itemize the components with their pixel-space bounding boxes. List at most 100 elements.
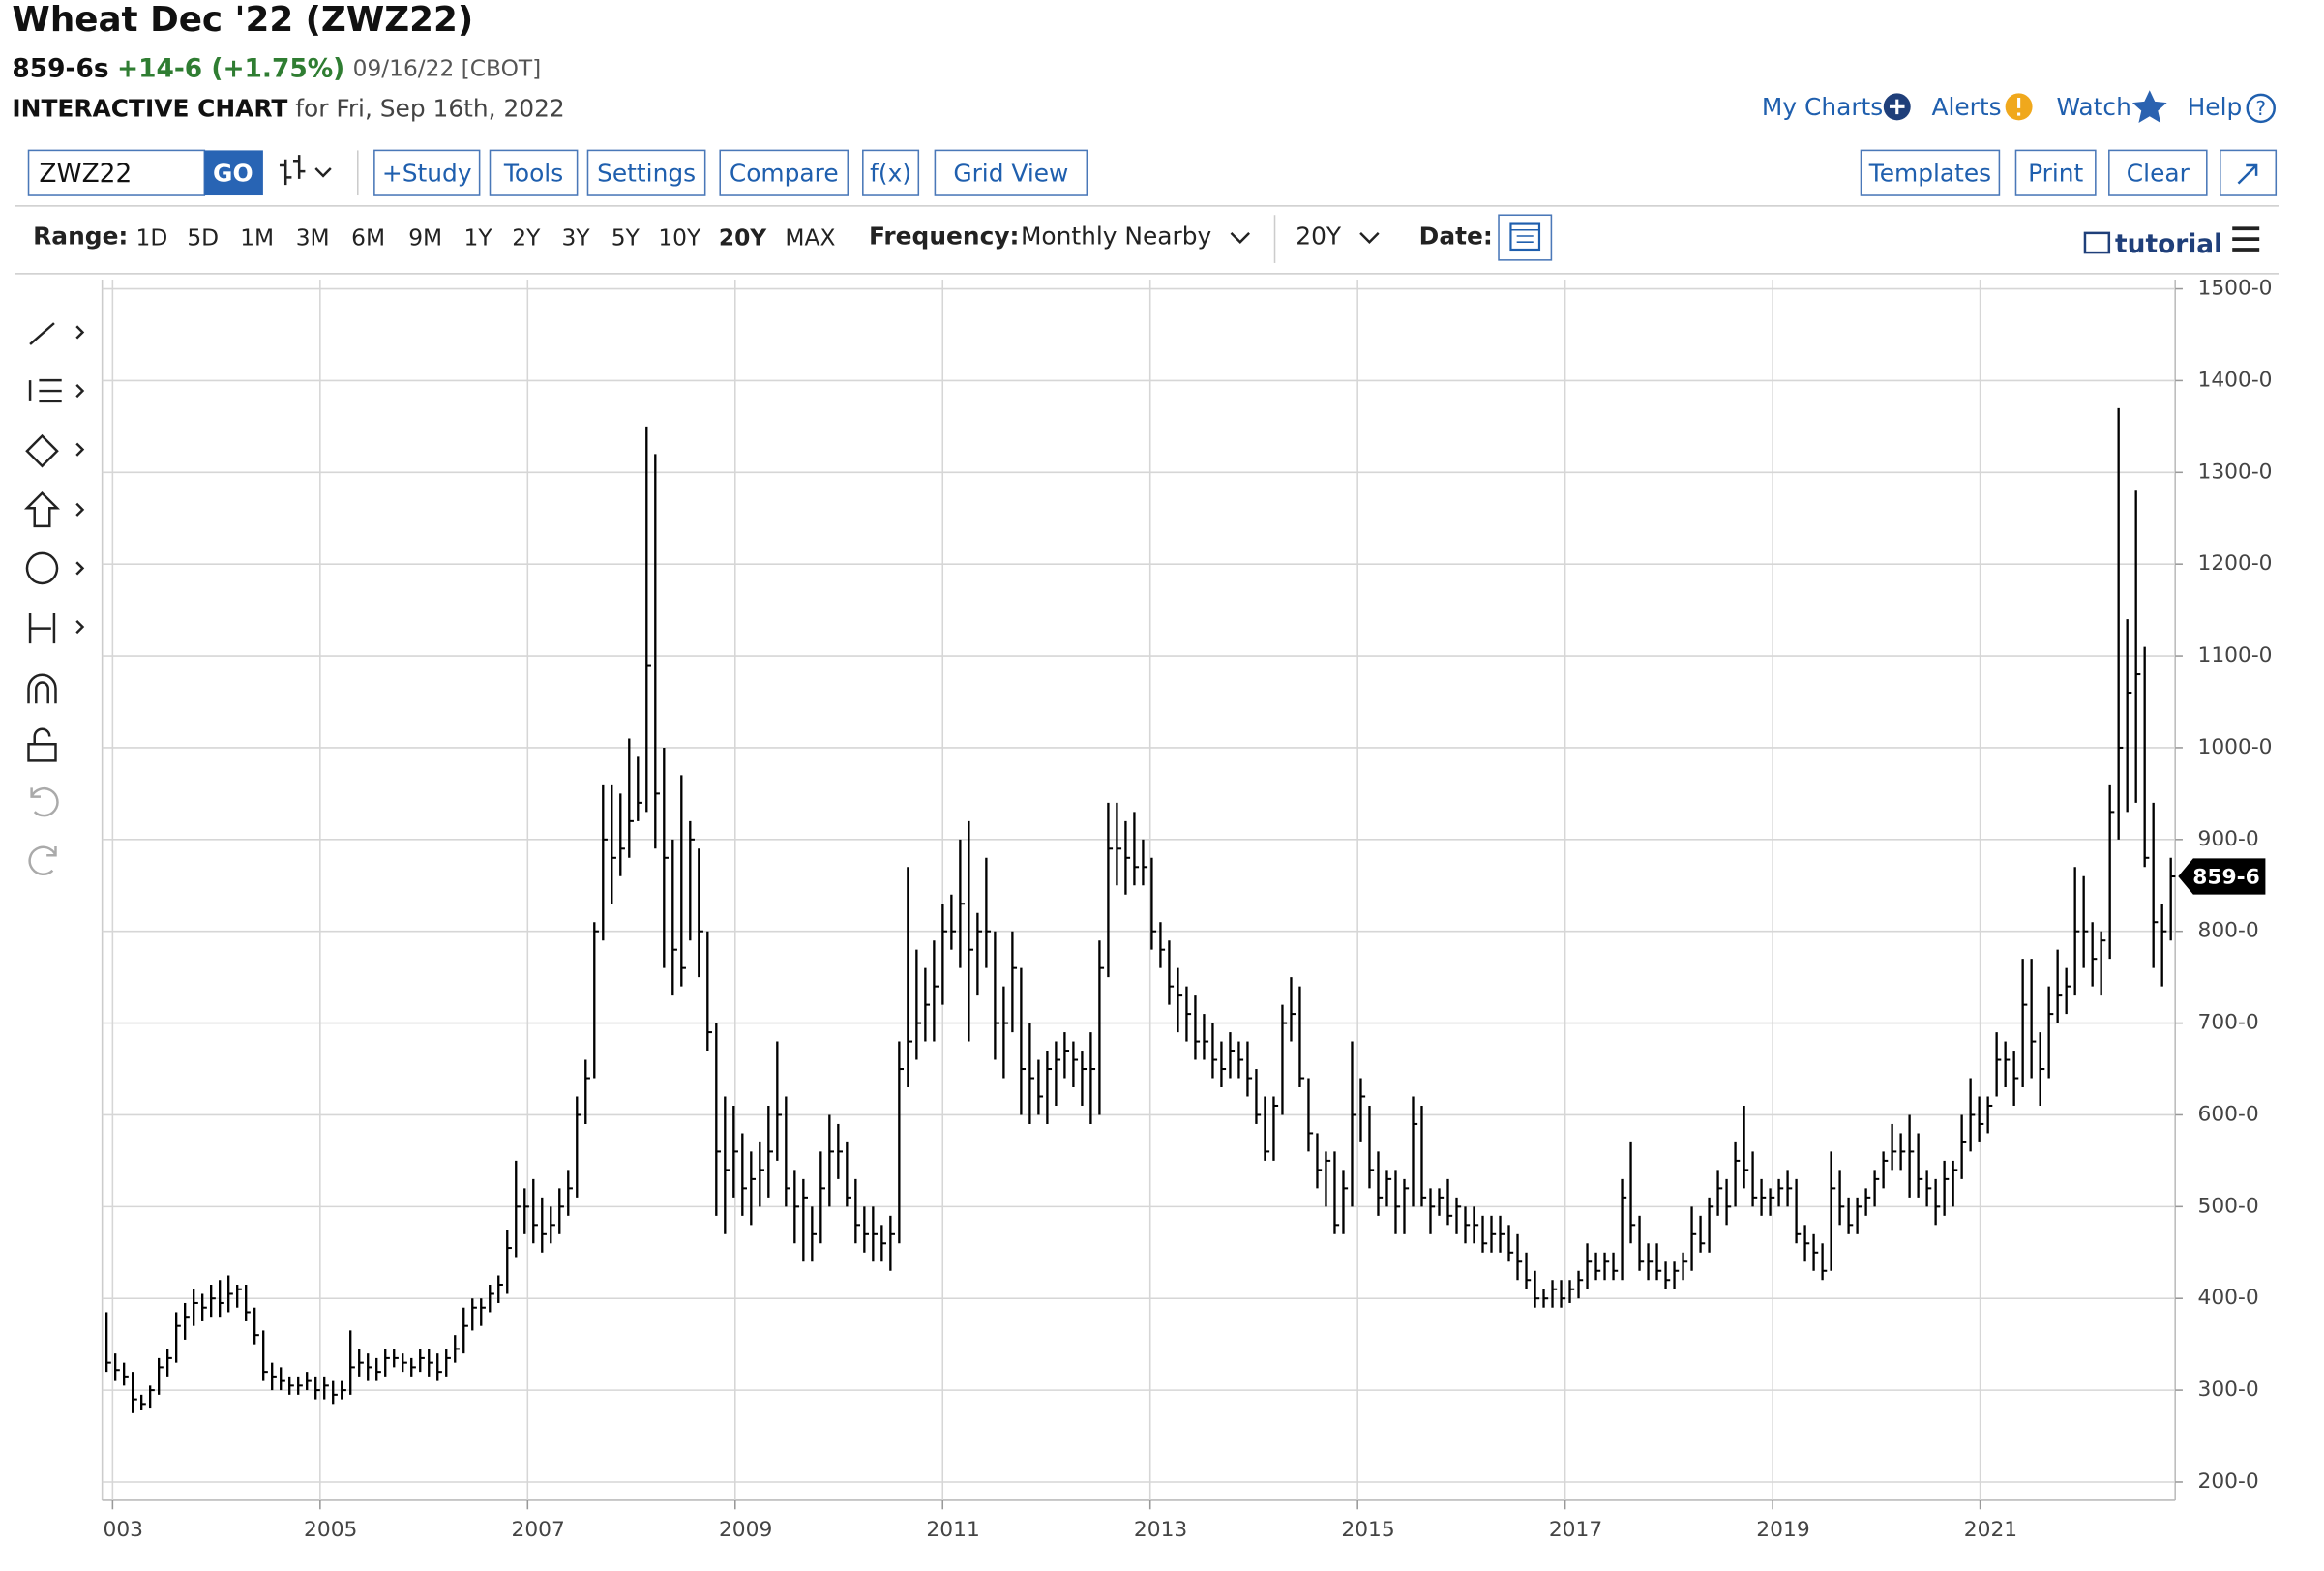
redo-tool[interactable] (28, 845, 57, 875)
button-label: Print (2028, 159, 2083, 187)
x-tick-label: 2007 (512, 1518, 565, 1542)
range-option[interactable]: 3Y (562, 225, 591, 252)
button-label: f(x) (870, 159, 911, 187)
x-tick-label: 2009 (719, 1518, 772, 1542)
toolbar-button[interactable] (934, 149, 1088, 196)
range-label: Range: (33, 222, 128, 251)
price-tag-label: 859-6 (2192, 866, 2260, 890)
y-tick-label: 1200-0 (2197, 551, 2272, 576)
period-value[interactable]: 20Y (1296, 222, 1342, 251)
price-tag (2178, 858, 2266, 895)
chevron[interactable] (1359, 232, 1380, 244)
shape-tool[interactable] (25, 433, 59, 468)
range-option[interactable]: 5Y (611, 225, 641, 252)
fib-tool[interactable] (28, 378, 62, 403)
chart-type-icon[interactable] (279, 155, 332, 186)
menu-icon[interactable] (2232, 226, 2260, 252)
chevron[interactable] (1230, 232, 1250, 244)
range-option[interactable]: 10Y (658, 225, 701, 252)
expand-icon (2237, 163, 2258, 185)
toolbar-button[interactable] (719, 149, 849, 196)
range-option[interactable]: 9M (408, 225, 442, 252)
x-tick-label: 2013 (1134, 1518, 1187, 1542)
y-tick-label: 400-0 (2197, 1286, 2258, 1310)
range-option[interactable]: 1M (240, 225, 274, 252)
top-link[interactable]: Watch (2056, 93, 2130, 121)
y-tick-label: 500-0 (2197, 1194, 2258, 1218)
chart-date: for Fri, Sep 16th, 2022 (295, 94, 564, 122)
tool-chevrons[interactable] (75, 325, 85, 635)
button-label: Tools (503, 159, 563, 187)
arrow-tool[interactable] (23, 490, 61, 528)
chart-heading: INTERACTIVE CHART for Fri, Sep 16th, 202… (12, 94, 564, 122)
frequency-value[interactable]: Monthly Nearby (1021, 222, 1211, 251)
y-tick-label: 700-0 (2197, 1011, 2258, 1035)
help-glyph: ? (2255, 97, 2266, 120)
x-tick-label: 003 (103, 1518, 143, 1542)
range-option[interactable]: 20Y (719, 225, 767, 252)
range-option[interactable]: 3M (296, 225, 330, 252)
tutorial-link[interactable]: tutorial (2115, 229, 2222, 259)
range-option[interactable]: 1Y (464, 225, 493, 252)
date-button[interactable] (1498, 214, 1553, 261)
grid (102, 280, 2183, 1510)
toolbar-button[interactable] (586, 149, 706, 196)
toolbar-button[interactable] (862, 149, 920, 196)
x-tick-label: 2015 (1341, 1518, 1394, 1542)
magnet-tool[interactable] (27, 673, 57, 704)
tutorial-icon (2083, 231, 2111, 254)
go-button[interactable] (204, 150, 263, 196)
toolbar-button[interactable] (2014, 149, 2097, 196)
help-icon[interactable] (2246, 93, 2276, 124)
symbol-text: ZWZ22 (39, 159, 132, 189)
last-price: 859-6s (12, 53, 108, 83)
y-tick-label: 1400-0 (2197, 368, 2272, 392)
y-tick-label: 1500-0 (2197, 277, 2272, 301)
button-label: Grid View (953, 159, 1068, 187)
y-tick-label: 200-0 (2197, 1469, 2258, 1494)
x-tick-label: 2005 (304, 1518, 357, 1542)
button-label: Compare (730, 159, 839, 187)
lock-tool[interactable] (27, 727, 57, 762)
button-label: Clear (2127, 159, 2190, 187)
calendar-icon (1509, 222, 1541, 252)
range-option[interactable]: 5D (187, 225, 219, 252)
top-link[interactable]: Help (2188, 93, 2243, 121)
star-icon[interactable] (2131, 90, 2167, 123)
calendar-grid (1510, 228, 1539, 243)
toolbar-button[interactable] (373, 149, 481, 196)
toolbar-button[interactable] (1860, 149, 2001, 196)
button-label: +Study (382, 159, 472, 187)
drawing-tools (23, 322, 85, 875)
toolbar-button[interactable] (489, 149, 579, 196)
y-tick-label: 600-0 (2197, 1102, 2258, 1126)
y-tick-label: 900-0 (2197, 827, 2258, 851)
y-tick-label: 1100-0 (2197, 643, 2272, 667)
y-tick-label: 300-0 (2197, 1378, 2258, 1402)
price-change: +14-6 (+1.75%) (117, 53, 344, 83)
chart-label: INTERACTIVE CHART (12, 94, 287, 122)
x-tick-label: 2017 (1549, 1518, 1602, 1542)
toolbar-button[interactable] (2108, 149, 2208, 196)
quote-line: 859-6s +14-6 (+1.75%) 09/16/22 [CBOT] (12, 53, 541, 83)
measure-tool[interactable] (28, 613, 56, 644)
range-option[interactable]: 2Y (512, 225, 541, 252)
undo-tool[interactable] (30, 786, 59, 817)
symbol-input[interactable] (27, 149, 206, 196)
quote-meta: 09/16/22 [CBOT] (353, 55, 542, 81)
x-tick-label: 2021 (1964, 1518, 2017, 1542)
text-tool[interactable] (25, 551, 59, 585)
range-option[interactable]: 1D (136, 225, 168, 252)
range-option[interactable]: 6M (351, 225, 385, 252)
top-link[interactable]: My Charts (1762, 93, 1883, 121)
line-tool[interactable] (29, 322, 55, 345)
range-option[interactable]: MAX (785, 225, 835, 252)
go-label: GO (213, 159, 253, 187)
button-label: Settings (597, 159, 696, 187)
date-label: Date: (1419, 222, 1493, 251)
price-bars (104, 407, 2176, 1413)
plus-glyph (1889, 99, 1905, 115)
top-link[interactable]: Alerts (1931, 93, 2001, 121)
